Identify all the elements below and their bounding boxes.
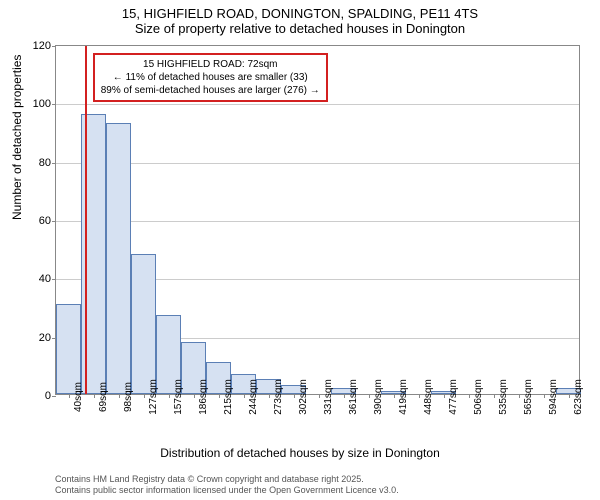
x-tick-label: 506sqm	[473, 379, 484, 415]
x-tick	[119, 394, 120, 398]
x-tick-label: 390sqm	[373, 379, 384, 415]
x-tick-label: 98sqm	[123, 382, 134, 412]
x-axis-label: Distribution of detached houses by size …	[0, 446, 600, 460]
x-tick	[194, 394, 195, 398]
histogram-bar	[106, 123, 131, 394]
footer-attribution: Contains HM Land Registry data © Crown c…	[55, 474, 399, 496]
annotation-box: 15 HIGHFIELD ROAD: 72sqm← 11% of detache…	[93, 53, 328, 102]
x-tick-label: 157sqm	[173, 379, 184, 415]
y-tick	[52, 163, 56, 164]
x-tick-label: 40sqm	[73, 382, 84, 412]
y-axis-label: Number of detached properties	[10, 55, 24, 220]
y-tick-label: 120	[33, 40, 51, 52]
chart-title-line2: Size of property relative to detached ho…	[0, 21, 600, 36]
x-tick-label: 127sqm	[148, 379, 159, 415]
histogram-bar	[131, 254, 156, 394]
chart-title-block: 15, HIGHFIELD ROAD, DONINGTON, SPALDING,…	[0, 0, 600, 36]
y-tick	[52, 221, 56, 222]
y-tick	[52, 396, 56, 397]
x-tick-label: 594sqm	[548, 379, 559, 415]
x-tick-label: 331sqm	[323, 379, 334, 415]
annotation-line3: 89% of semi-detached houses are larger (…	[101, 84, 320, 97]
x-tick-label: 215sqm	[223, 379, 234, 415]
x-tick-label: 244sqm	[248, 379, 259, 415]
x-tick	[69, 394, 70, 398]
x-tick	[469, 394, 470, 398]
x-tick	[94, 394, 95, 398]
x-tick-label: 302sqm	[298, 379, 309, 415]
footer-line2: Contains public sector information licen…	[55, 485, 399, 496]
y-tick-label: 60	[39, 215, 51, 227]
gridline	[56, 221, 579, 222]
y-tick-label: 20	[39, 332, 51, 344]
x-tick	[144, 394, 145, 398]
chart-title-line1: 15, HIGHFIELD ROAD, DONINGTON, SPALDING,…	[0, 6, 600, 21]
gridline	[56, 163, 579, 164]
x-tick	[444, 394, 445, 398]
x-tick-label: 477sqm	[448, 379, 459, 415]
x-tick	[269, 394, 270, 398]
y-tick-label: 0	[45, 390, 51, 402]
plot-area: 02040608010012040sqm69sqm98sqm127sqm157s…	[55, 45, 580, 395]
x-tick-label: 565sqm	[523, 379, 534, 415]
y-tick	[52, 104, 56, 105]
chart-container: 15, HIGHFIELD ROAD, DONINGTON, SPALDING,…	[0, 0, 600, 500]
x-tick-label: 69sqm	[98, 382, 109, 412]
x-tick-label: 361sqm	[348, 379, 359, 415]
x-tick	[394, 394, 395, 398]
gridline	[56, 104, 579, 105]
x-tick	[219, 394, 220, 398]
footer-line1: Contains HM Land Registry data © Crown c…	[55, 474, 399, 485]
x-tick-label: 186sqm	[198, 379, 209, 415]
y-tick	[52, 279, 56, 280]
y-tick-label: 40	[39, 273, 51, 285]
x-tick	[369, 394, 370, 398]
y-tick	[52, 46, 56, 47]
annotation-line2: ← 11% of detached houses are smaller (33…	[101, 71, 320, 84]
x-tick	[569, 394, 570, 398]
x-tick	[519, 394, 520, 398]
y-tick-label: 100	[33, 98, 51, 110]
y-tick-label: 80	[39, 157, 51, 169]
x-tick	[169, 394, 170, 398]
x-tick	[419, 394, 420, 398]
x-tick	[294, 394, 295, 398]
x-tick	[544, 394, 545, 398]
x-tick-label: 535sqm	[498, 379, 509, 415]
x-tick-label: 623sqm	[573, 379, 584, 415]
x-tick	[244, 394, 245, 398]
marker-line	[85, 46, 87, 394]
x-tick	[344, 394, 345, 398]
histogram-bar	[56, 304, 81, 394]
x-tick	[319, 394, 320, 398]
x-tick-label: 419sqm	[398, 379, 409, 415]
x-tick-label: 273sqm	[273, 379, 284, 415]
x-tick	[494, 394, 495, 398]
annotation-line1: 15 HIGHFIELD ROAD: 72sqm	[101, 58, 320, 71]
x-tick-label: 448sqm	[423, 379, 434, 415]
